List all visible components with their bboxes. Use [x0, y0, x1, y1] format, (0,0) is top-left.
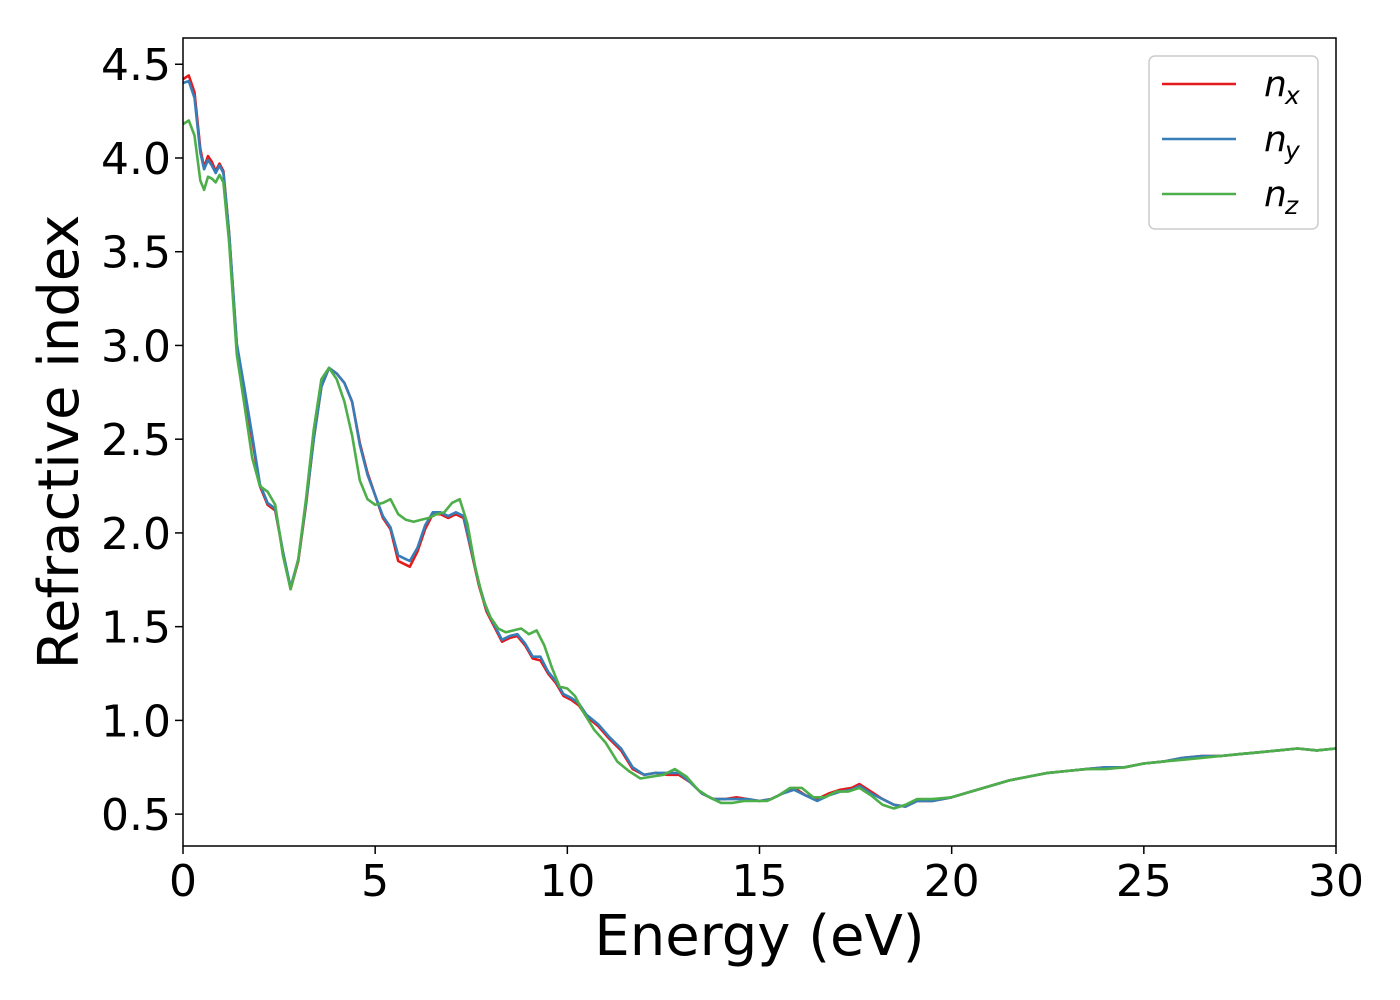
legend-label-subscript: z — [1284, 191, 1299, 220]
y-tick-label: 4.0 — [101, 134, 171, 185]
y-tick-label: 3.5 — [101, 228, 171, 279]
y-tick-label: 2.0 — [101, 509, 171, 560]
y-tick-label: 3.0 — [101, 321, 171, 372]
legend-label-subscript: y — [1284, 136, 1301, 165]
y-axis-label: Refractive index — [27, 215, 92, 670]
x-tick-label: 10 — [539, 856, 595, 907]
legend-label-subscript: x — [1284, 81, 1300, 110]
legend-label: n — [1264, 64, 1287, 105]
y-tick-label: 1.5 — [101, 603, 171, 654]
x-tick-label: 0 — [169, 856, 197, 907]
x-tick-label: 5 — [361, 856, 389, 907]
x-tick-label: 30 — [1308, 856, 1364, 907]
x-tick-label: 25 — [1116, 856, 1172, 907]
x-axis-ticks: 0 5 10 15 20 25 30 — [169, 846, 1364, 907]
y-axis-ticks: 0.5 1.0 1.5 2.0 2.5 3.0 3.5 4.0 4.5 — [101, 40, 183, 841]
x-tick-label: 20 — [924, 856, 980, 907]
legend-label: n — [1264, 119, 1287, 160]
y-tick-label: 1.0 — [101, 696, 171, 747]
series-line-nz — [183, 119, 1336, 810]
legend-item-nz: nz — [1162, 174, 1299, 220]
y-tick-label: 0.5 — [101, 790, 171, 841]
y-tick-label: 4.5 — [101, 40, 171, 91]
series-layer — [183, 74, 1336, 810]
legend-item-ny: ny — [1162, 119, 1301, 165]
legend-box — [1148, 55, 1319, 230]
legend-item-nx: nx — [1162, 64, 1300, 110]
legend-label: n — [1264, 174, 1287, 215]
x-axis-label: Energy (eV) — [594, 904, 924, 969]
y-tick-label: 2.5 — [101, 415, 171, 466]
x-tick-label: 15 — [732, 856, 788, 907]
